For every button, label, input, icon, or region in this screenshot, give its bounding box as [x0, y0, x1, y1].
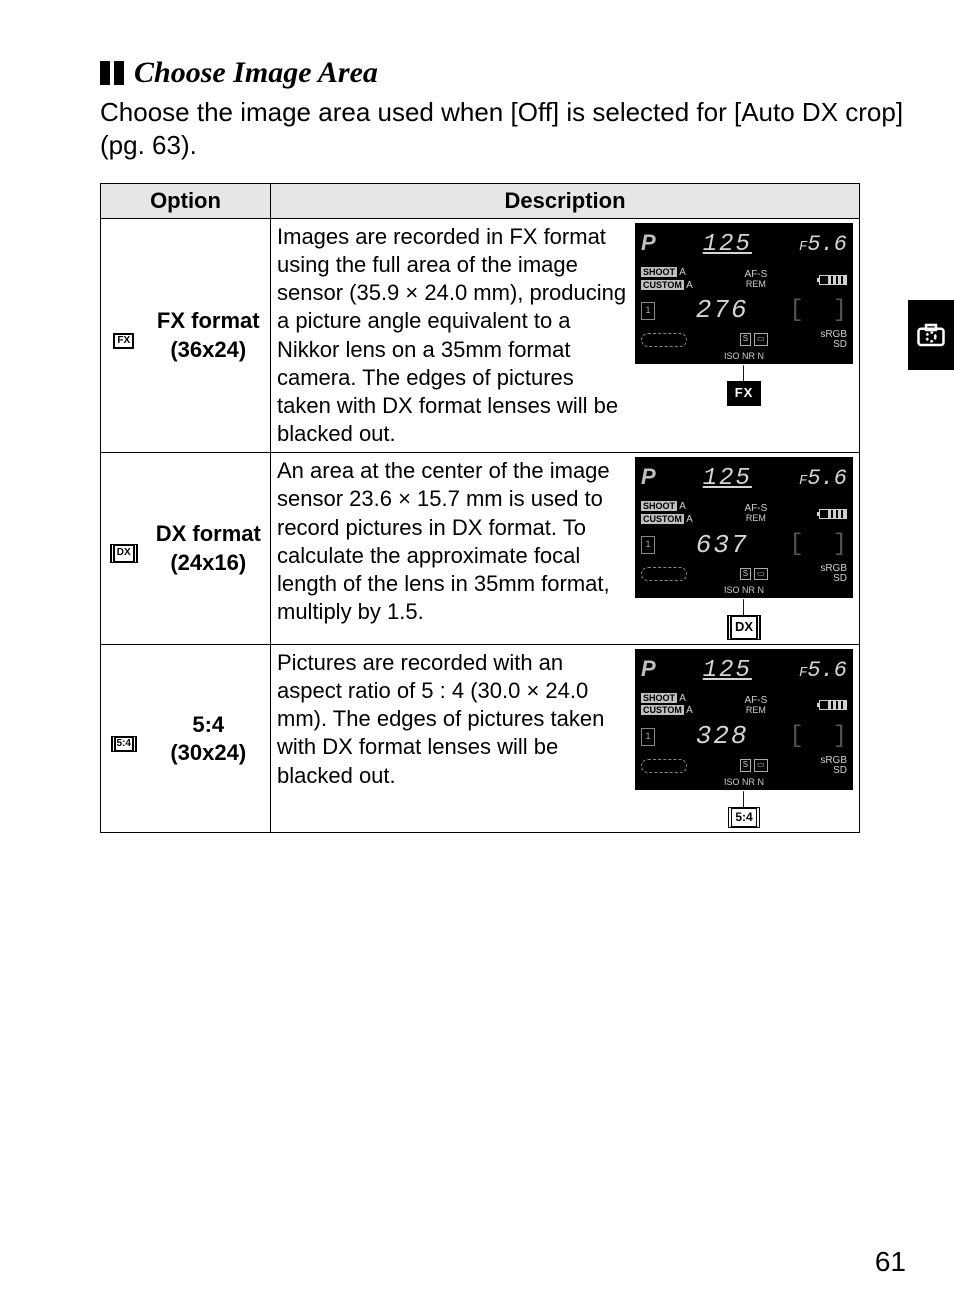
- dx-format-icon: DX: [110, 544, 138, 563]
- lcd-chip-icon: S: [740, 759, 751, 771]
- fx-format-icon: FX: [113, 333, 134, 350]
- option-name-line1: 5:4: [153, 711, 265, 739]
- format-badge: FX: [727, 381, 762, 406]
- memory-card-icon: 1: [641, 302, 655, 320]
- option-name-line1: FX format: [153, 307, 265, 335]
- section-thumb-tab: [908, 300, 954, 370]
- exposure-meter-icon: [641, 759, 687, 773]
- option-icon-cell: DX: [101, 453, 147, 645]
- lcd-fnumber: F5.6: [799, 657, 847, 685]
- manual-page: Choose Image Area Choose the image area …: [0, 0, 954, 1314]
- lcd-shoot-badge: SHOOT: [641, 267, 677, 277]
- callout-arrow-icon: │: [635, 600, 853, 613]
- lcd-shoot-badge: SHOOT: [641, 693, 677, 703]
- memory-card-icon: 1: [641, 728, 655, 746]
- lcd-frame-count: 328: [655, 720, 789, 753]
- lcd-frame-count: 276: [655, 294, 789, 327]
- lcd-custom-bank: A: [686, 514, 693, 525]
- lcd-custom-badge: CUSTOM: [641, 514, 684, 524]
- lcd-iso-nr: ISO NR N: [641, 777, 847, 789]
- lcd-shoot-bank: A: [679, 501, 686, 512]
- heading-title: Choose Image Area: [134, 56, 378, 90]
- lcd-shoot-bank: A: [679, 267, 686, 278]
- lcd-sd-label: SD: [820, 340, 847, 350]
- lcd-chip-icon: S: [740, 568, 751, 580]
- option-name-cell: FX format (36x24): [147, 219, 271, 453]
- option-desc-cell: An area at the center of the image senso…: [271, 453, 860, 645]
- lcd-shoot-badge: SHOOT: [641, 501, 677, 511]
- lcd-bracket-icon: [ ]: [789, 296, 847, 327]
- callout-arrow-icon: │: [635, 792, 853, 805]
- lcd-custom-badge: CUSTOM: [641, 705, 684, 715]
- lcd-sd-label: SD: [820, 574, 847, 584]
- lcd-fnumber: F5.6: [799, 465, 847, 493]
- lcd-frame-count: 637: [655, 529, 789, 562]
- option-description: An area at the center of the image senso…: [277, 457, 627, 626]
- lcd-mode: P: [641, 463, 656, 491]
- lcd-mode: P: [641, 229, 656, 257]
- option-description: Pictures are recorded with an aspect rat…: [277, 649, 627, 790]
- lcd-shoot-bank: A: [679, 693, 686, 704]
- intro-text: Choose the image area used when [Off] is…: [100, 96, 906, 161]
- memory-card-icon: 1: [641, 536, 655, 554]
- option-icon-cell: FX: [101, 219, 147, 453]
- lcd-custom-badge: CUSTOM: [641, 280, 684, 290]
- option-desc-cell: Images are recorded in FX format using t…: [271, 219, 860, 453]
- camera-icon: [916, 320, 946, 350]
- exposure-meter-icon: [641, 567, 687, 581]
- option-desc-cell: Pictures are recorded with an aspect rat…: [271, 644, 860, 832]
- lcd-mode: P: [641, 655, 656, 683]
- option-name-cell: DX format (24x16): [147, 453, 271, 645]
- lcd-custom-bank: A: [686, 705, 693, 716]
- camera-lcd-preview: P 125 F5.6 SHOOT A CUSTOM A: [635, 223, 853, 406]
- battery-icon: [819, 700, 847, 710]
- page-number: 61: [875, 1246, 906, 1278]
- format-badge: 5:4: [728, 807, 759, 828]
- lcd-shutter: 125: [703, 656, 752, 687]
- option-name-line1: DX format: [153, 520, 265, 548]
- lcd-rem-label: REM: [744, 280, 767, 289]
- heading-bars-icon: [100, 61, 124, 85]
- lcd-custom-bank: A: [686, 280, 693, 291]
- lcd-chip-icon: ▭: [754, 759, 768, 771]
- lcd-bracket-icon: [ ]: [789, 722, 847, 753]
- lcd-bracket-icon: [ ]: [789, 530, 847, 561]
- lcd-chip-icon: ▭: [754, 333, 768, 345]
- col-header-description: Description: [271, 184, 860, 219]
- option-icon-cell: 5:4: [101, 644, 147, 832]
- lcd-shutter: 125: [703, 230, 752, 261]
- lcd-iso-nr: ISO NR N: [641, 351, 847, 363]
- battery-icon: [819, 509, 847, 519]
- option-name-line2: (30x24): [153, 739, 265, 767]
- lcd-rem-label: REM: [744, 514, 767, 523]
- format-badge: DX: [727, 615, 761, 640]
- lcd-chip-icon: ▭: [754, 568, 768, 580]
- lcd-chip-icon: S: [740, 333, 751, 345]
- lcd-iso-nr: ISO NR N: [641, 585, 847, 597]
- camera-lcd-preview: P 125 F5.6 SHOOT A CUSTOM A: [635, 457, 853, 640]
- option-description: Images are recorded in FX format using t…: [277, 223, 627, 448]
- col-header-option: Option: [101, 184, 271, 219]
- table-row: FX FX format (36x24) Images are recorded…: [101, 219, 860, 453]
- battery-icon: [819, 275, 847, 285]
- option-name-line2: (36x24): [153, 336, 265, 364]
- lcd-rem-label: REM: [744, 706, 767, 715]
- exposure-meter-icon: [641, 333, 687, 347]
- option-name-line2: (24x16): [153, 549, 265, 577]
- lcd-sd-label: SD: [820, 766, 847, 776]
- five-four-format-icon: 5:4: [111, 736, 137, 753]
- option-name-cell: 5:4 (30x24): [147, 644, 271, 832]
- lcd-shutter: 125: [703, 464, 752, 495]
- callout-arrow-icon: │: [635, 366, 853, 379]
- table-row: 5:4 5:4 (30x24) Pictures are recorded wi…: [101, 644, 860, 832]
- section-heading: Choose Image Area: [100, 56, 906, 90]
- image-area-table: Option Description FX FX format (36x24) …: [100, 183, 860, 833]
- table-row: DX DX format (24x16) An area at the cent…: [101, 453, 860, 645]
- camera-lcd-preview: P 125 F5.6 SHOOT A CUSTOM A: [635, 649, 853, 828]
- lcd-fnumber: F5.6: [799, 231, 847, 259]
